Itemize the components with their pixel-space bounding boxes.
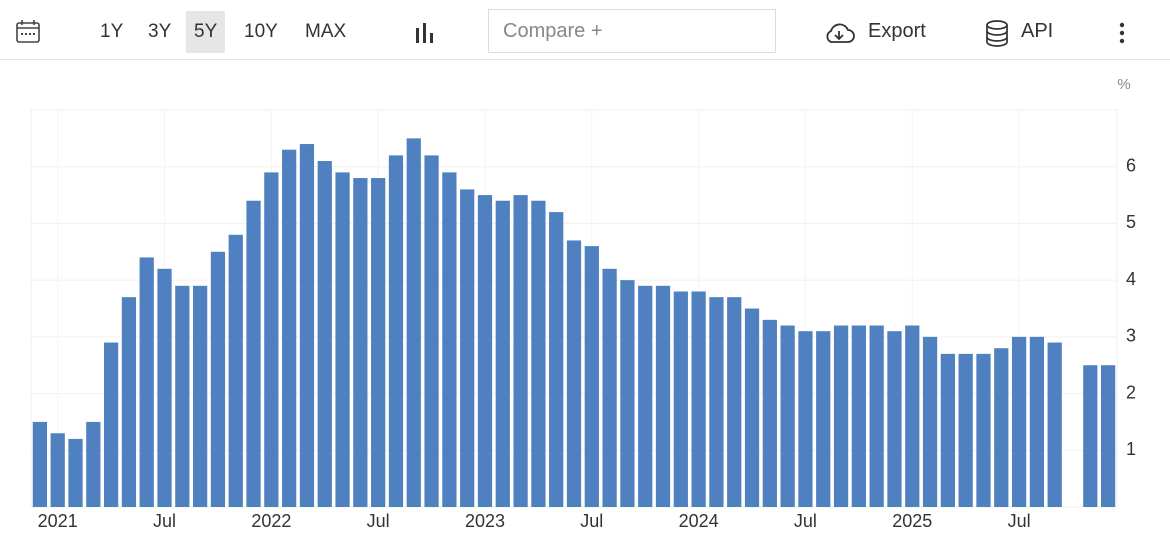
bar — [833, 325, 849, 507]
bar — [673, 291, 688, 507]
x-tick-label: 2022 — [251, 511, 291, 531]
bar — [335, 172, 350, 507]
bar — [406, 138, 421, 507]
y-tick-label: 4 — [1126, 269, 1136, 289]
range-button[interactable]: 10Y — [244, 21, 278, 42]
unit-label: % — [1117, 76, 1130, 93]
bar — [1011, 336, 1027, 507]
bar — [32, 421, 48, 507]
bar — [282, 149, 297, 507]
x-tick-label: 2023 — [465, 511, 505, 531]
bar — [691, 291, 706, 507]
x-tick-label: Jul — [153, 511, 176, 531]
x-tick-label: 2025 — [892, 511, 932, 531]
bar — [638, 285, 653, 507]
bar — [940, 353, 955, 507]
calendar-icon[interactable] — [16, 20, 40, 44]
bar — [210, 251, 226, 507]
bar — [1100, 365, 1116, 507]
bar — [121, 297, 137, 507]
bar — [175, 285, 190, 507]
bar — [1029, 336, 1045, 507]
bar — [442, 172, 457, 507]
bar — [495, 200, 510, 507]
bar — [655, 285, 671, 507]
bar — [584, 246, 599, 507]
bar — [228, 234, 243, 507]
bar — [976, 353, 991, 507]
bar — [602, 268, 617, 507]
range-button[interactable]: 3Y — [148, 21, 172, 42]
y-tick-label: 1 — [1126, 439, 1136, 459]
bar — [869, 325, 884, 507]
export-icon[interactable] — [822, 21, 856, 45]
bar — [762, 319, 777, 507]
bar — [424, 155, 439, 507]
api-button[interactable]: API — [1021, 20, 1054, 42]
bar — [816, 331, 831, 507]
bar — [744, 308, 760, 507]
bar — [958, 353, 973, 507]
bar — [905, 325, 920, 507]
bar — [246, 200, 261, 507]
bar — [50, 433, 65, 507]
bar — [371, 178, 386, 508]
bar — [264, 172, 279, 507]
bar — [1047, 342, 1062, 507]
bar — [566, 240, 582, 507]
bar — [299, 144, 315, 507]
chart: % 1 2 3 4 5 6 2021 Jul 2022 Jul 2023 Jul 2024 Jul 2025… — [30, 76, 1136, 531]
bar — [851, 325, 866, 507]
bar — [513, 195, 528, 508]
export-button[interactable]: Export — [868, 20, 926, 42]
x-tick-label: Jul — [1008, 511, 1031, 531]
bar — [780, 325, 795, 507]
x-tick-label: 2024 — [679, 511, 719, 531]
bar — [922, 336, 938, 507]
chart-type-icon[interactable] — [414, 22, 436, 44]
x-tick-label: Jul — [367, 511, 390, 531]
bar — [388, 155, 404, 507]
bar — [887, 331, 902, 507]
x-tick-label: Jul — [580, 511, 603, 531]
compare-input[interactable]: Compare + — [488, 9, 776, 53]
bar — [549, 212, 564, 508]
bar — [103, 342, 119, 507]
bar — [86, 421, 101, 507]
x-tick-label: Jul — [794, 511, 817, 531]
range-button[interactable]: 5Y — [186, 11, 226, 53]
y-tick-label: 2 — [1126, 382, 1136, 402]
bar — [727, 297, 742, 507]
more-menu[interactable] — [1118, 22, 1126, 44]
bar — [994, 348, 1009, 507]
range-button[interactable]: MAX — [305, 21, 347, 42]
bar — [317, 161, 332, 507]
x-tick-label: 2021 — [38, 511, 78, 531]
bar — [531, 200, 546, 507]
bar — [460, 189, 475, 507]
bar — [353, 178, 368, 508]
bar — [798, 331, 813, 507]
toolbar: 1Y 3Y 5Y 10Y MAX Compare + Export API — [0, 0, 1170, 60]
bar — [709, 297, 724, 507]
y-tick-label: 5 — [1126, 212, 1136, 232]
bar — [1083, 365, 1098, 507]
y-tick-label: 6 — [1126, 155, 1136, 175]
bar — [68, 438, 83, 507]
bar — [139, 257, 154, 507]
bar — [157, 268, 172, 507]
y-tick-label: 3 — [1126, 326, 1136, 346]
range-button[interactable]: 1Y — [100, 21, 124, 42]
api-icon[interactable] — [985, 20, 1009, 48]
bar — [193, 285, 208, 507]
bar — [477, 195, 493, 508]
bar — [620, 280, 635, 507]
